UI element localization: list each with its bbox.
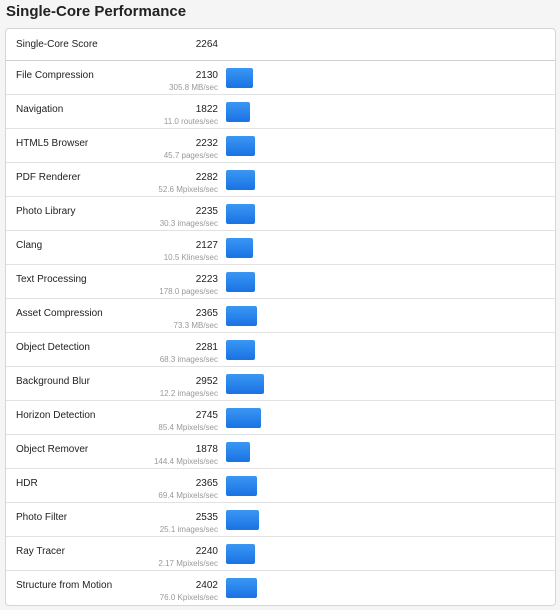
benchmark-name: Text Processing <box>16 274 87 285</box>
benchmark-name: Clang <box>16 240 43 251</box>
benchmark-name: Horizon Detection <box>16 410 96 421</box>
score-bar <box>226 374 265 394</box>
benchmark-row: Horizon Detection 2745 85.4 Mpixels/sec <box>6 401 555 435</box>
benchmark-score: 2402 <box>195 580 218 591</box>
benchmark-score: 2952 <box>195 376 218 387</box>
benchmark-score: 1878 <box>195 444 218 455</box>
benchmark-name: Object Detection <box>16 342 90 353</box>
benchmark-row: Background Blur 2952 12.2 images/sec <box>6 367 555 401</box>
benchmark-name: Navigation <box>16 104 64 115</box>
benchmark-row: File Compression 2130 305.8 MB/sec <box>6 61 555 95</box>
benchmark-row: HDR 2365 69.4 Mpixels/sec <box>6 469 555 503</box>
score-bar <box>226 340 256 360</box>
benchmark-row: Ray Tracer 2240 2.17 Mpixels/sec <box>6 537 555 571</box>
benchmark-score: 2535 <box>195 512 218 523</box>
score-bar <box>226 136 255 156</box>
benchmark-score: 2281 <box>195 342 218 353</box>
summary-score: 2264 <box>195 39 218 50</box>
benchmark-name: HTML5 Browser <box>16 138 89 149</box>
benchmark-rate: 68.3 images/sec <box>159 355 218 364</box>
benchmark-name: Background Blur <box>16 376 90 387</box>
score-bar <box>226 476 257 496</box>
benchmark-row: Asset Compression 2365 73.3 MB/sec <box>6 299 555 333</box>
benchmark-score: 2365 <box>195 478 218 489</box>
benchmark-rate: 12.2 images/sec <box>159 389 218 398</box>
benchmark-score: 2223 <box>195 274 218 285</box>
benchmark-rate: 144.4 Mpixels/sec <box>153 457 218 466</box>
benchmark-name: Photo Filter <box>16 512 68 523</box>
benchmark-row: PDF Renderer 2282 52.6 Mpixels/sec <box>6 163 555 197</box>
benchmark-row: Photo Library 2235 30.3 images/sec <box>6 197 555 231</box>
score-bar <box>226 510 259 530</box>
benchmark-row: Structure from Motion 2402 76.0 Kpixels/se… <box>6 571 555 604</box>
benchmark-rate: 10.5 Klines/sec <box>163 253 218 262</box>
score-bar <box>226 238 254 258</box>
benchmark-name: Object Remover <box>16 444 89 455</box>
score-bar <box>226 68 254 88</box>
results-panel: Single-Core Score 2264 File Compression 2… <box>5 28 556 606</box>
score-bar <box>226 204 255 224</box>
summary-row: Single-Core Score 2264 <box>6 29 555 61</box>
benchmark-name: PDF Renderer <box>16 172 81 183</box>
benchmark-name: Asset Compression <box>16 308 103 319</box>
benchmark-rate: 2.17 Mpixels/sec <box>158 559 218 568</box>
benchmark-row: HTML5 Browser 2232 45.7 pages/sec <box>6 129 555 163</box>
benchmark-score: 2240 <box>195 546 218 557</box>
benchmark-rate: 85.4 Mpixels/sec <box>158 423 218 432</box>
benchmark-score: 2232 <box>195 138 218 149</box>
benchmark-name: Photo Library <box>16 206 76 217</box>
benchmark-score: 2282 <box>195 172 218 183</box>
benchmark-score: 2365 <box>195 308 218 319</box>
title: Single-Core Performance <box>6 3 187 20</box>
score-bar <box>226 170 256 190</box>
score-bar <box>226 102 250 122</box>
benchmark-row: Clang 2127 10.5 Klines/sec <box>6 231 555 265</box>
summary-label: Single-Core Score <box>16 39 98 50</box>
score-bar <box>226 544 255 564</box>
benchmark-row: Photo Filter 2535 25.1 images/sec <box>6 503 555 537</box>
benchmark-score: 2127 <box>195 240 218 251</box>
benchmark-rate: 11.0 routes/sec <box>163 117 218 126</box>
benchmark-rate: 25.1 images/sec <box>159 525 218 534</box>
benchmark-name: Ray Tracer <box>16 546 65 557</box>
benchmark-row: Object Detection 2281 68.3 images/sec <box>6 333 555 367</box>
benchmark-rate: 76.0 Kpixels/sec <box>159 593 218 602</box>
benchmark-score: 2745 <box>195 410 218 421</box>
score-bar <box>226 578 257 598</box>
benchmark-rate: 45.7 pages/sec <box>163 151 218 160</box>
score-bar <box>226 306 257 326</box>
benchmark-name: HDR <box>16 478 38 489</box>
benchmark-name: Structure from Motion <box>16 580 113 591</box>
benchmark-rate: 69.4 Mpixels/sec <box>158 491 218 500</box>
benchmark-rate: 305.8 MB/sec <box>169 83 218 92</box>
benchmark-name: File Compression <box>16 70 94 81</box>
benchmark-rate: 178.0 pages/sec <box>159 287 218 296</box>
benchmark-score: 2130 <box>195 70 218 81</box>
score-bar <box>226 408 262 428</box>
benchmark-rate: 73.3 MB/sec <box>173 321 218 330</box>
benchmark-score: 1822 <box>195 104 218 115</box>
benchmark-row: Object Remover 1878 144.4 Mpixels/sec <box>6 435 555 469</box>
benchmark-row: Text Processing 2223 178.0 pages/sec <box>6 265 555 299</box>
score-bar <box>226 272 255 292</box>
benchmark-row: Navigation 1822 11.0 routes/sec <box>6 95 555 129</box>
benchmark-rate: 52.6 Mpixels/sec <box>158 185 218 194</box>
benchmark-rate: 30.3 images/sec <box>159 219 218 228</box>
benchmark-score: 2235 <box>195 206 218 217</box>
score-bar <box>226 442 251 462</box>
